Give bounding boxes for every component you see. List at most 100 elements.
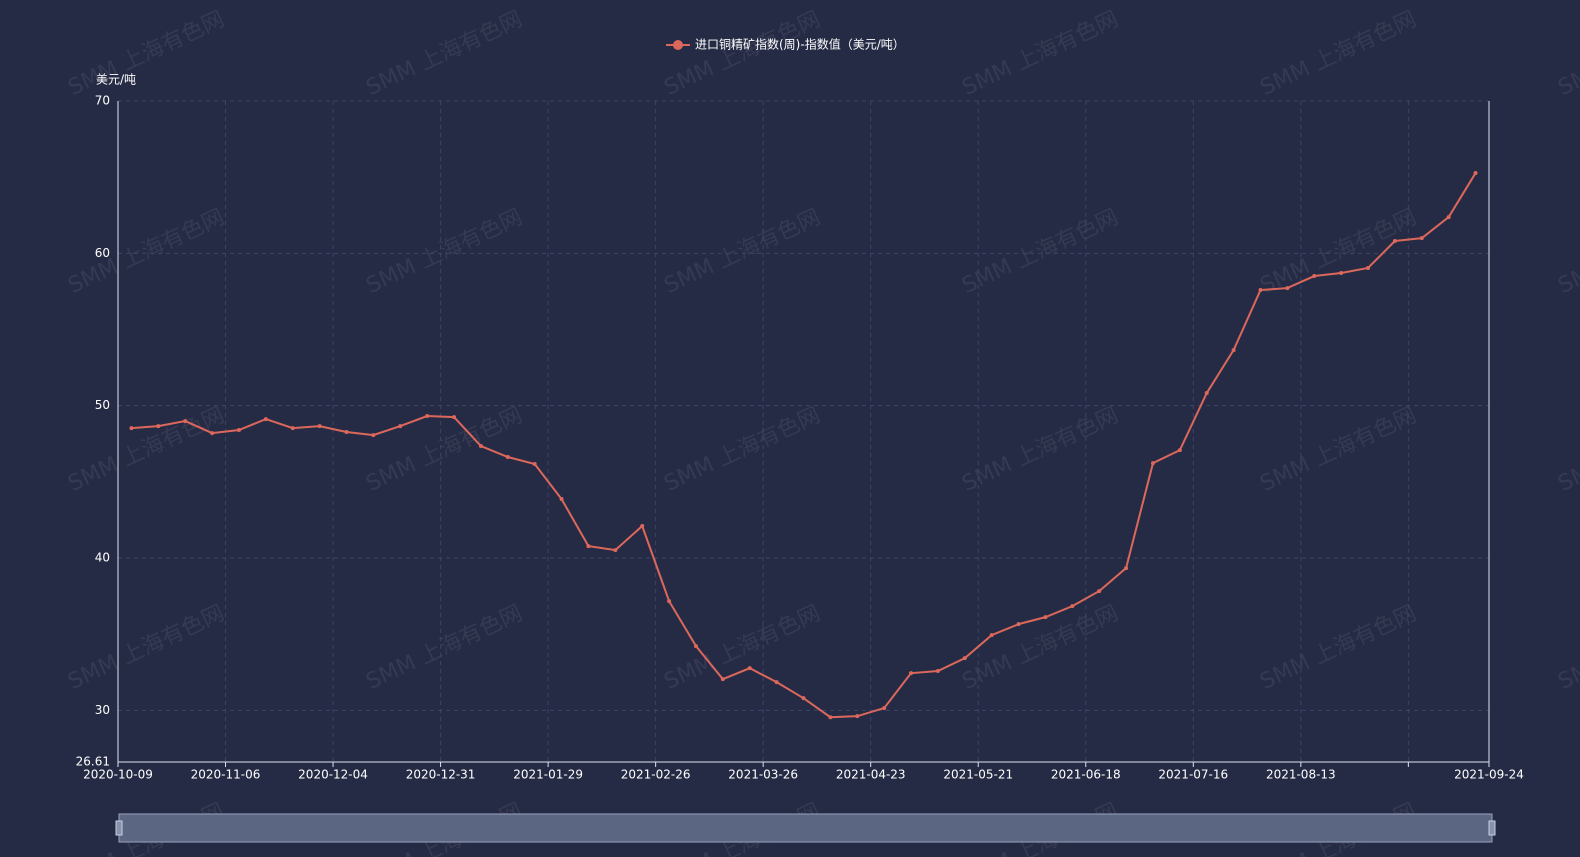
x-tick-label: 2021-08-13 [1266, 768, 1336, 782]
data-point [1392, 238, 1397, 243]
x-tick-label: 2021-07-16 [1158, 768, 1228, 782]
data-point [398, 424, 403, 429]
data-point [1285, 286, 1290, 291]
data-point [452, 415, 457, 420]
x-tick-label: 2021-04-23 [836, 768, 906, 782]
data-point [586, 544, 591, 549]
watermark: SMM 上海有色网 [661, 403, 825, 497]
x-tick-label: 2021-06-18 [1051, 768, 1121, 782]
x-tick-label: 2021-05-21 [943, 768, 1013, 782]
legend-text[interactable]: 进口铜精矿指数(周)-指数值（美元/吨） [695, 37, 905, 52]
data-point [263, 417, 268, 422]
watermark: SMM 上海有色网 [959, 403, 1123, 497]
watermark: SMM 上海有色网 [65, 7, 229, 101]
data-point [1312, 274, 1317, 279]
data-point [693, 644, 698, 649]
data-point [935, 669, 940, 674]
data-point [1339, 270, 1344, 275]
zoom-handle-right[interactable] [1488, 820, 1496, 836]
data-point [855, 714, 860, 719]
data-point [1070, 604, 1075, 609]
x-tick-label: 2021-09-24 [1454, 768, 1524, 782]
data-point [532, 462, 537, 467]
y-tick-label: 50 [95, 398, 110, 412]
y-tick-label: 30 [95, 703, 110, 717]
data-point [667, 599, 672, 604]
data-point [505, 455, 510, 460]
data-point [613, 548, 618, 553]
data-point [1043, 615, 1048, 620]
data-point [720, 677, 725, 682]
data-point [236, 428, 241, 433]
watermark: SMM 上海有色网 [1555, 403, 1580, 497]
watermark: SMM 上海有色网 [363, 205, 527, 299]
data-point [371, 433, 376, 438]
watermark: SMM 上海有色网 [363, 7, 527, 101]
data-point [344, 430, 349, 435]
watermark: SMM 上海有色网 [65, 205, 229, 299]
y-tick-label: 26.61 [76, 755, 110, 769]
data-point [559, 497, 564, 502]
data-point [882, 706, 887, 711]
data-point [1097, 589, 1102, 594]
watermark: SMM 上海有色网 [1257, 601, 1421, 695]
watermark: SMM 上海有色网 [959, 205, 1123, 299]
x-tick-label: 2020-11-06 [191, 768, 261, 782]
data-point [478, 444, 483, 449]
data-point [425, 414, 430, 419]
watermark: SMM 上海有色网 [1555, 205, 1580, 299]
watermark: SMM 上海有色网 [1555, 7, 1580, 101]
x-tick-label: 2021-01-29 [513, 768, 583, 782]
data-point [962, 656, 967, 661]
data-point [1204, 391, 1209, 396]
data-point [640, 524, 645, 529]
data-point [210, 431, 215, 436]
data-point [290, 426, 295, 431]
watermark: SMM 上海有色网 [1257, 7, 1421, 101]
data-point [989, 633, 994, 638]
zoom-handle-left[interactable] [115, 820, 123, 836]
watermark: SMM 上海有色网 [959, 601, 1123, 695]
data-point [1124, 566, 1129, 571]
data-point [801, 696, 806, 701]
data-point [1150, 461, 1155, 466]
watermark: SMM 上海有色网 [1555, 601, 1580, 695]
x-tick-label: 2020-12-04 [298, 768, 368, 782]
data-point [1473, 171, 1478, 176]
data-point [828, 715, 833, 720]
watermark: SMM 上海有色网 [661, 601, 825, 695]
data-point [1419, 236, 1424, 241]
data-point [183, 419, 188, 424]
watermark: SMM 上海有色网 [959, 7, 1123, 101]
data-point [1177, 448, 1182, 453]
watermark: SMM 上海有色网 [1257, 403, 1421, 497]
data-point [317, 424, 322, 429]
data-point [1446, 215, 1451, 220]
watermark: SMM 上海有色网 [65, 403, 229, 497]
watermark: SMM 上海有色网 [65, 601, 229, 695]
x-tick-label: 2020-10-09 [83, 768, 153, 782]
y-tick-label: 40 [95, 551, 110, 565]
watermark: SMM 上海有色网 [661, 7, 825, 101]
data-point [1231, 348, 1236, 353]
y-tick-label: 60 [95, 246, 110, 260]
data-point [129, 426, 134, 431]
y-axis-label: 美元/吨 [96, 73, 136, 87]
data-point [747, 666, 752, 671]
watermarks: SMM 上海有色网 SMM 上海有色网 SMM 上海有色网 SMM 上海有色网 SMM … [65, 7, 1580, 857]
data-point [156, 424, 161, 429]
x-tick-label: 2021-03-26 [728, 768, 798, 782]
watermark: SMM 上海有色网 [1555, 799, 1580, 857]
data-zoom-slider[interactable] [118, 813, 1493, 843]
legend-marker [673, 40, 683, 50]
data-point [909, 671, 914, 676]
x-tick-label: 2021-02-26 [621, 768, 691, 782]
data-point [1258, 288, 1263, 293]
y-tick-label: 70 [95, 94, 110, 108]
data-point [1016, 622, 1021, 627]
watermark: SMM 上海有色网 [363, 601, 527, 695]
data-point [1366, 265, 1371, 270]
x-tick-label: 2020-12-31 [406, 768, 476, 782]
